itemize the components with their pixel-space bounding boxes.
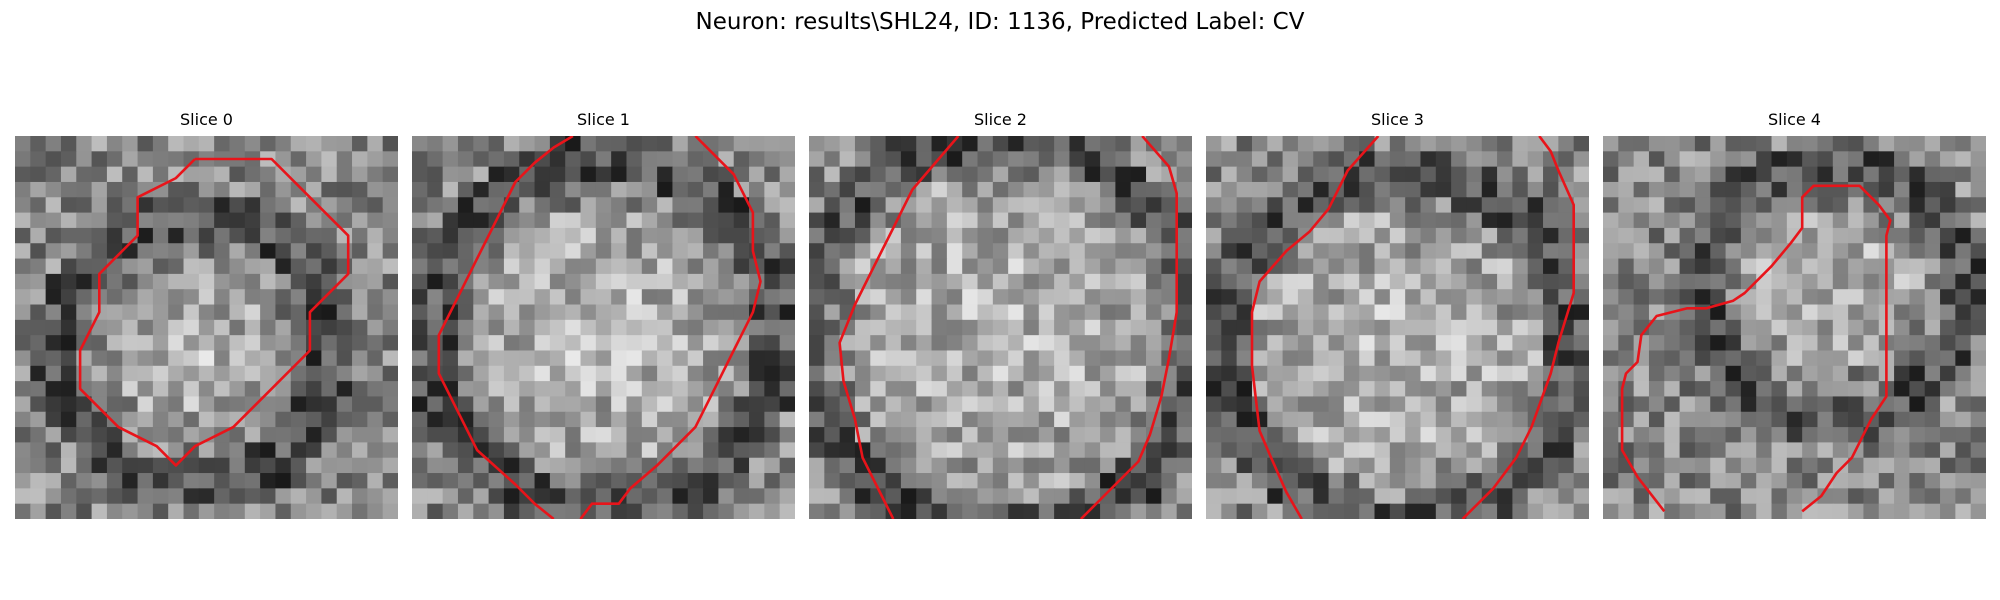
slice-title-4: Slice 4 — [1768, 110, 1821, 129]
micrograph-pixels — [809, 136, 1192, 519]
micrograph-pixels — [1603, 136, 1986, 519]
slice-title-0: Slice 0 — [180, 110, 233, 129]
slice-title-3: Slice 3 — [1371, 110, 1424, 129]
figure-title: Neuron: results\SHL24, ID: 1136, Predict… — [695, 9, 1305, 35]
segmentation-contour-2 — [1461, 136, 1576, 519]
segmentation-contour-1 — [1620, 184, 1892, 513]
segmentation-contour-1 — [838, 136, 960, 519]
segmentation-contour-1 — [437, 136, 574, 519]
slice-panel-3: Slice 3 — [1206, 110, 1589, 519]
slice-image-3 — [1206, 136, 1589, 519]
segmentation-contour-1 — [78, 157, 350, 467]
slice-image-0 — [15, 136, 398, 519]
micrograph-pixels — [15, 136, 398, 519]
slice-panel-1: Slice 1 — [412, 110, 795, 519]
segmentation-contour-2 — [579, 136, 762, 519]
slice-image-1 — [412, 136, 795, 519]
slice-title-2: Slice 2 — [974, 110, 1027, 129]
slice-image-4 — [1603, 136, 1986, 519]
slice-panel-2: Slice 2 — [809, 110, 1192, 519]
slice-image-2 — [809, 136, 1192, 519]
micrograph-pixels — [412, 136, 795, 519]
slice-panel-4: Slice 4 — [1603, 110, 1986, 519]
segmentation-contour-1 — [1250, 136, 1380, 519]
segmentation-contour-2 — [1079, 136, 1179, 519]
slice-title-1: Slice 1 — [577, 110, 630, 129]
micrograph-pixels — [1206, 136, 1589, 519]
slice-panel-0: Slice 0 — [15, 110, 398, 519]
